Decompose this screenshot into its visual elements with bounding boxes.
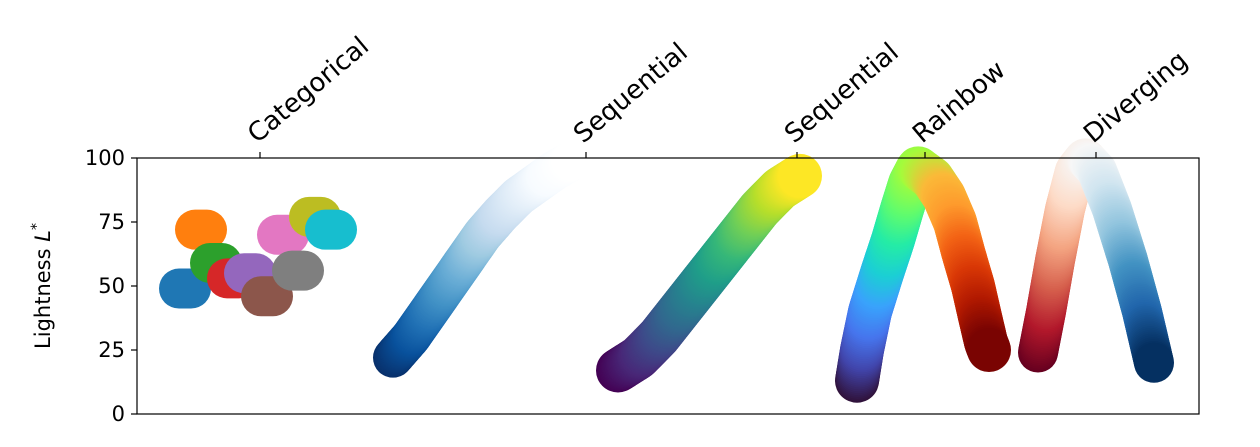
rainbow-stroke-segment (967, 328, 1011, 372)
categorical-point (305, 209, 357, 250)
y-axis-label: Lightness L* (29, 223, 55, 349)
rainbow-stroke (835, 146, 1011, 403)
y-tick-label: 50 (98, 274, 125, 298)
categorical-point (175, 209, 227, 250)
category-label: Rainbow (907, 55, 1011, 149)
y-tick-label: 100 (85, 146, 125, 170)
categorical-point (272, 250, 324, 291)
category-label: Sequential (779, 37, 904, 149)
category-label: Diverging (1078, 46, 1193, 150)
y-axis-label-superscript: * (29, 223, 45, 230)
category-label: Sequential (568, 37, 693, 149)
diverging-stroke-segment (1134, 342, 1174, 383)
sequential-blues-stroke (373, 140, 592, 378)
y-axis: 0 25 50 75 100 (85, 146, 137, 426)
data-layer (159, 138, 1174, 403)
y-tick-label: 0 (112, 402, 125, 426)
diverging-stroke (1018, 138, 1174, 383)
sequential-viridis-stroke-segment (778, 153, 822, 198)
category-label: Categorical (242, 31, 375, 149)
category-axis: Categorical Sequential Sequential Rainbow Di… (242, 31, 1194, 158)
sequential-viridis-stroke (596, 153, 822, 393)
y-tick-label: 25 (98, 338, 125, 362)
y-tick-label: 75 (98, 210, 125, 234)
y-axis-label-symbol: L (31, 230, 55, 242)
sequential-blues-stroke-segment (552, 140, 592, 181)
y-axis-label-text: Lightness (31, 242, 55, 349)
